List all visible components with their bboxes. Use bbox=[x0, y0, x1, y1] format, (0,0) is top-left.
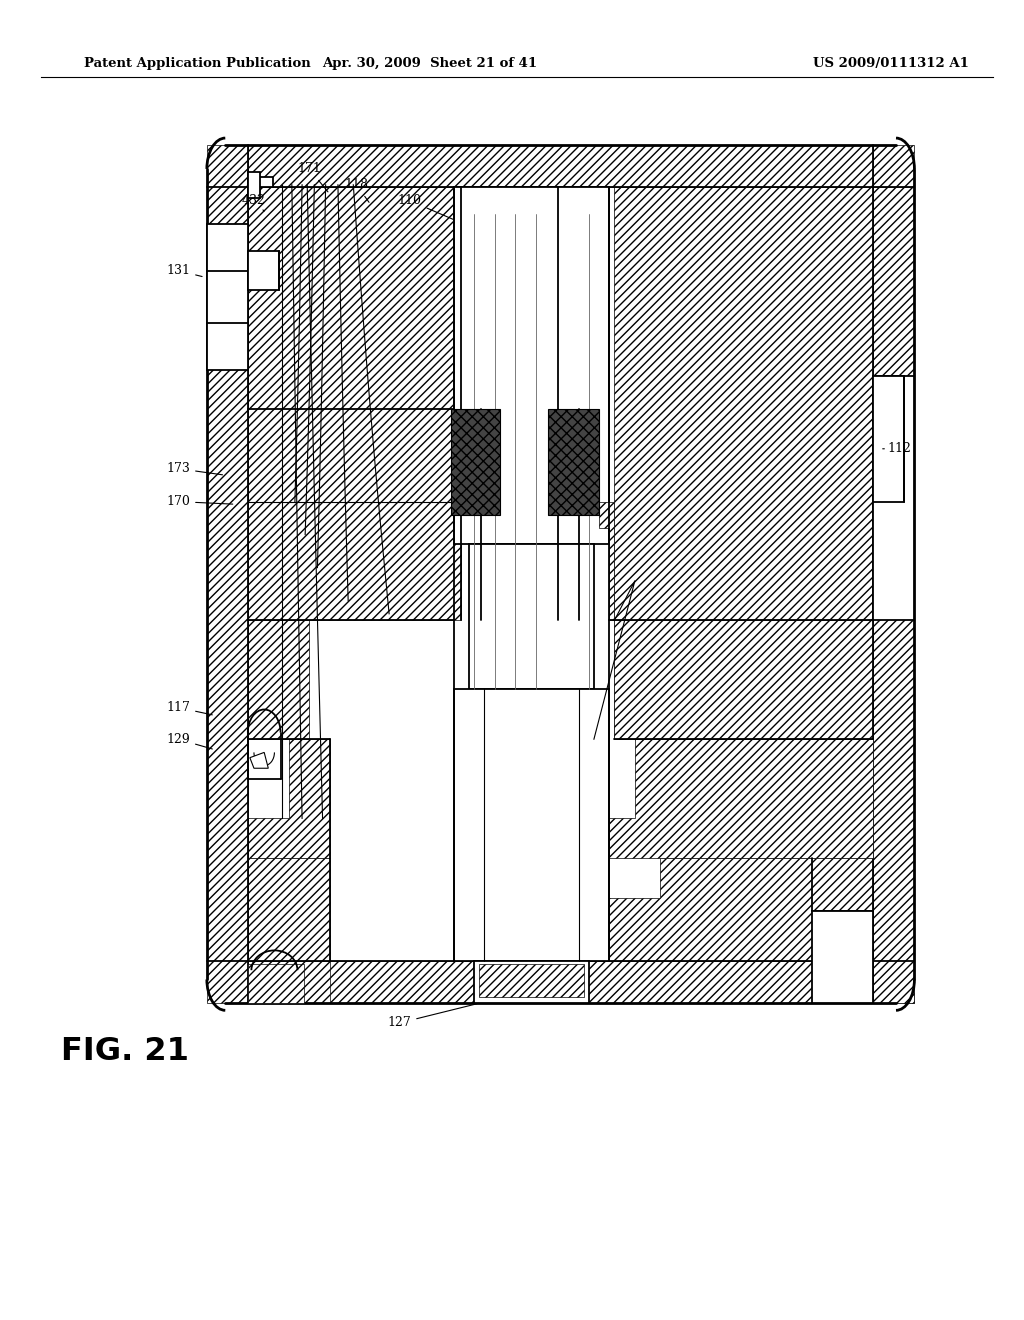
Bar bbox=[479, 964, 584, 997]
Text: 173: 173 bbox=[166, 462, 222, 475]
Polygon shape bbox=[454, 937, 609, 961]
Bar bbox=[873, 376, 904, 502]
Polygon shape bbox=[609, 739, 873, 858]
Polygon shape bbox=[873, 145, 914, 1003]
Text: 171: 171 bbox=[297, 162, 328, 191]
Bar bbox=[877, 389, 914, 607]
Polygon shape bbox=[250, 752, 268, 768]
Bar bbox=[474, 961, 589, 1003]
Polygon shape bbox=[873, 187, 914, 1003]
Bar bbox=[207, 224, 248, 370]
Text: 118: 118 bbox=[344, 178, 369, 202]
Text: 170: 170 bbox=[166, 495, 232, 508]
Bar bbox=[469, 544, 594, 689]
Polygon shape bbox=[207, 145, 248, 1003]
Bar bbox=[873, 376, 914, 620]
Text: 129: 129 bbox=[166, 733, 212, 748]
Bar bbox=[454, 689, 609, 961]
Polygon shape bbox=[609, 858, 873, 961]
Text: Patent Application Publication: Patent Application Publication bbox=[84, 57, 310, 70]
Polygon shape bbox=[614, 620, 873, 739]
Bar bbox=[248, 964, 304, 1003]
Text: US 2009/0111312 A1: US 2009/0111312 A1 bbox=[813, 57, 969, 70]
Polygon shape bbox=[248, 858, 330, 961]
Polygon shape bbox=[599, 502, 614, 620]
Text: 131: 131 bbox=[166, 264, 202, 277]
Bar bbox=[248, 251, 279, 290]
Polygon shape bbox=[248, 620, 309, 739]
Polygon shape bbox=[248, 739, 330, 858]
Bar bbox=[454, 187, 609, 544]
Text: 112: 112 bbox=[883, 442, 911, 455]
Text: FIG. 21: FIG. 21 bbox=[61, 1036, 189, 1067]
Polygon shape bbox=[248, 145, 873, 187]
Bar bbox=[248, 172, 260, 198]
Bar bbox=[248, 177, 273, 187]
Polygon shape bbox=[614, 187, 873, 739]
Text: 432: 432 bbox=[242, 194, 266, 211]
Bar bbox=[812, 911, 873, 1003]
Text: 110: 110 bbox=[397, 194, 454, 219]
Text: Apr. 30, 2009  Sheet 21 of 41: Apr. 30, 2009 Sheet 21 of 41 bbox=[323, 57, 538, 70]
Polygon shape bbox=[548, 409, 599, 515]
Text: 117: 117 bbox=[166, 701, 212, 715]
Polygon shape bbox=[248, 187, 481, 620]
Polygon shape bbox=[248, 961, 873, 1003]
Polygon shape bbox=[248, 961, 330, 1003]
Text: 127: 127 bbox=[387, 1005, 476, 1030]
Polygon shape bbox=[451, 409, 500, 515]
